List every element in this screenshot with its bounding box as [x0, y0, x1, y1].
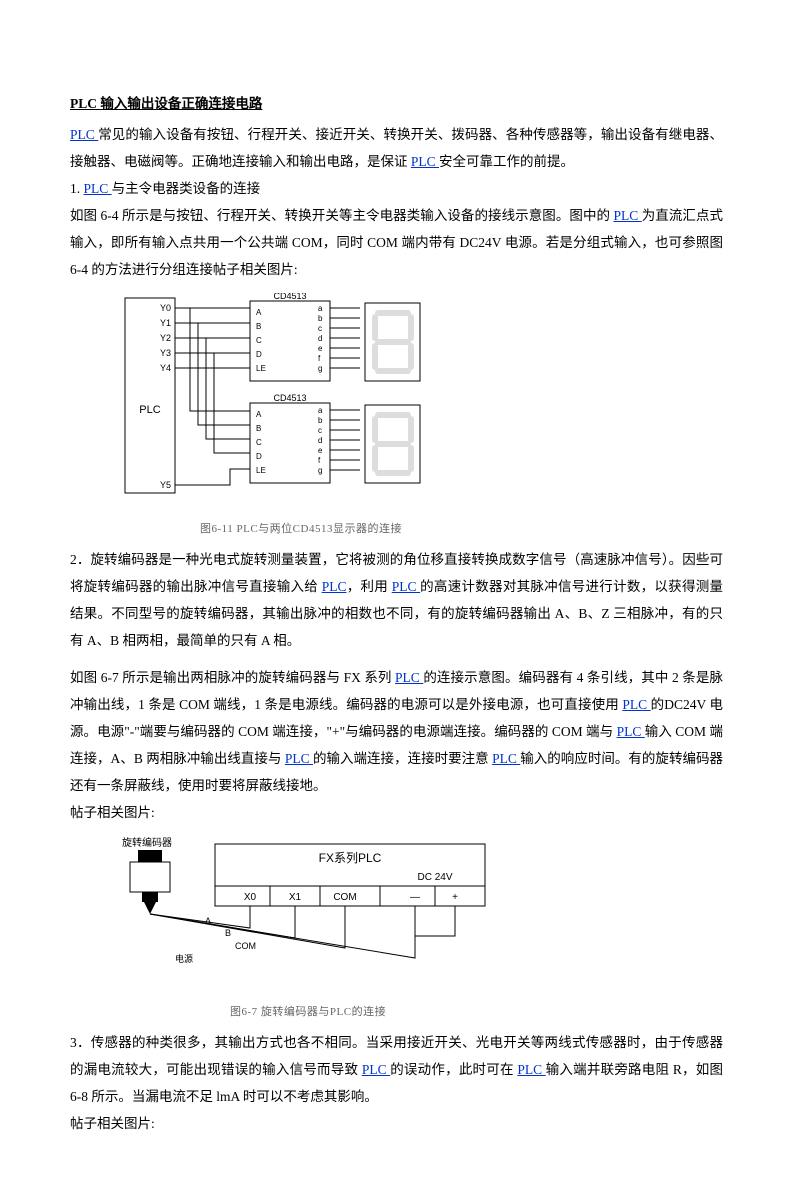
paragraph-1: PLC 常见的输入设备有按钮、行程开关、接近开关、转换开关、拨码器、各种传感器等…	[70, 121, 723, 175]
plc-link[interactable]: PLC	[362, 1062, 390, 1077]
svg-text:X0: X0	[244, 892, 257, 903]
svg-text:D: D	[256, 350, 262, 359]
svg-text:c: c	[318, 426, 322, 435]
svg-text:Y1: Y1	[160, 318, 171, 328]
paragraph-3: 2．旋转编码器是一种光电式旋转测量装置，它将被测的角位移直接转换成数字信号（高速…	[70, 546, 723, 654]
sec1-suffix: 与主令电器类设备的连接	[112, 181, 261, 196]
document-page: PLC 输入输出设备正确连接电路 PLC 常见的输入设备有按钮、行程开关、接近开…	[0, 0, 793, 1177]
svg-text:B: B	[256, 322, 261, 331]
section-1-heading: 1. PLC 与主令电器类设备的连接	[70, 175, 723, 202]
svg-text:b: b	[318, 416, 323, 425]
svg-text:D: D	[256, 452, 262, 461]
paragraph-2: 如图 6-4 所示是与按钮、行程开关、转换开关等主令电器类输入设备的接线示意图。…	[70, 202, 723, 283]
svg-text:—: —	[410, 892, 420, 903]
svg-text:Y3: Y3	[160, 348, 171, 358]
svg-text:Y5: Y5	[160, 480, 171, 490]
p1-text-a: 常见的输入设备有按钮、行程开关、接近开关、转换开关、拨码器、各种传感器等，输出设…	[70, 127, 723, 169]
svg-text:a: a	[318, 304, 323, 313]
plc-link[interactable]: PLC	[285, 751, 313, 766]
figure-2-svg: 旋转编码器 FX系列PLC DC 24V X0 X1 COM — +	[120, 836, 500, 986]
plc-link[interactable]: PLC	[84, 181, 112, 196]
svg-text:电源: 电源	[175, 953, 193, 964]
figure-1-svg: PLC Y0 Y1 Y2 Y3 Y4 Y5 CD4513 A B C D LE …	[120, 293, 450, 503]
figure-1: PLC Y0 Y1 Y2 Y3 Y4 Y5 CD4513 A B C D LE …	[120, 293, 723, 512]
svg-text:e: e	[318, 446, 323, 455]
svg-text:b: b	[318, 314, 323, 323]
figure-2-caption: 图6-7 旋转编码器与PLC的连接	[230, 1001, 723, 1023]
svg-text:DC 24V: DC 24V	[417, 872, 452, 883]
svg-text:C: C	[256, 336, 262, 345]
related-image-label: 帖子相关图片:	[70, 799, 723, 826]
figure-1-caption: 图6-11 PLC与两位CD4513显示器的连接	[200, 518, 723, 540]
svg-text:Y0: Y0	[160, 303, 171, 313]
plc-link[interactable]: PLC	[395, 670, 423, 685]
svg-text:旋转编码器: 旋转编码器	[122, 836, 172, 849]
svg-text:d: d	[318, 334, 322, 343]
p3-text-b: ，利用	[346, 579, 391, 594]
plc-link[interactable]: PLC	[614, 208, 642, 223]
svg-text:+: +	[452, 892, 458, 903]
svg-text:COM: COM	[333, 892, 356, 903]
svg-text:X1: X1	[289, 892, 302, 903]
p4-text-a: 如图 6-7 所示是输出两相脉冲的旋转编码器与 FX 系列	[70, 670, 395, 685]
paragraph-5: 3．传感器的种类很多，其输出方式也各不相同。当采用接近开关、光电开关等两线式传感…	[70, 1029, 723, 1110]
svg-text:CD4513: CD4513	[273, 293, 306, 301]
sec1-prefix: 1.	[70, 181, 84, 196]
plc-link[interactable]: PLC	[392, 579, 420, 594]
plc-link[interactable]: PLC	[322, 579, 347, 594]
svg-text:g: g	[318, 466, 322, 475]
svg-text:d: d	[318, 436, 322, 445]
svg-text:e: e	[318, 344, 323, 353]
svg-text:A: A	[256, 410, 262, 419]
svg-text:a: a	[318, 406, 323, 415]
svg-text:LE: LE	[256, 364, 266, 373]
svg-text:A: A	[256, 308, 262, 317]
svg-text:CD4513: CD4513	[273, 393, 306, 403]
p4-text-e: 的输入端连接，连接时要注意	[313, 751, 492, 766]
svg-text:FX系列PLC: FX系列PLC	[319, 851, 382, 865]
svg-text:c: c	[318, 324, 322, 333]
svg-text:B: B	[256, 424, 261, 433]
svg-text:B: B	[225, 928, 231, 938]
p2-text-a: 如图 6-4 所示是与按钮、行程开关、转换开关等主令电器类输入设备的接线示意图。…	[70, 208, 614, 223]
plc-link[interactable]: PLC	[617, 724, 645, 739]
p1-text-b: 安全可靠工作的前提。	[439, 154, 574, 169]
svg-text:A: A	[205, 916, 211, 926]
plc-link[interactable]: PLC	[517, 1062, 545, 1077]
page-title: PLC 输入输出设备正确连接电路	[70, 90, 723, 117]
plc-link[interactable]: PLC	[70, 127, 98, 142]
svg-text:Y2: Y2	[160, 333, 171, 343]
svg-text:g: g	[318, 364, 322, 373]
svg-text:LE: LE	[256, 466, 266, 475]
plc-link[interactable]: PLC	[622, 697, 650, 712]
plc-link[interactable]: PLC	[411, 154, 439, 169]
plc-link[interactable]: PLC	[492, 751, 520, 766]
svg-text:Y4: Y4	[160, 363, 171, 373]
svg-text:C: C	[256, 438, 262, 447]
p5-text-b: 的误动作，此时可在	[390, 1062, 517, 1077]
seven-seg-top	[365, 303, 420, 381]
seven-seg-bottom	[365, 405, 420, 483]
related-image-label-2: 帖子相关图片:	[70, 1110, 723, 1137]
plc-label: PLC	[139, 404, 160, 416]
figure-2: 旋转编码器 FX系列PLC DC 24V X0 X1 COM — +	[120, 836, 723, 995]
svg-text:COM: COM	[235, 941, 256, 951]
paragraph-4: 如图 6-7 所示是输出两相脉冲的旋转编码器与 FX 系列 PLC 的连接示意图…	[70, 664, 723, 799]
